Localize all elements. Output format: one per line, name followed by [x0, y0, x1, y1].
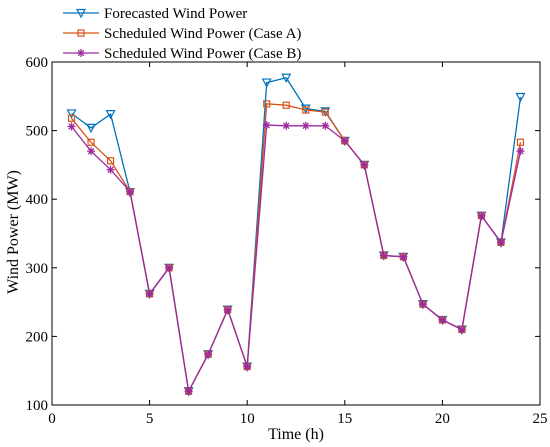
data-point-stroke [243, 363, 251, 370]
plot-frame [51, 61, 541, 406]
data-point-stroke [341, 137, 349, 145]
data-point [86, 123, 97, 134]
series-3 [67, 121, 525, 396]
data-point-stroke [68, 123, 75, 130]
data-point [282, 121, 291, 130]
data-point [281, 73, 292, 84]
data-point-stroke [165, 264, 173, 272]
series-2 [67, 100, 525, 395]
data-point-stroke [517, 147, 524, 155]
data-point [515, 92, 526, 103]
data-point [438, 315, 447, 324]
data-point [126, 187, 135, 196]
data-point [184, 387, 193, 396]
y-tick-label: 400 [26, 192, 49, 208]
data-point [261, 78, 272, 88]
data-point-stroke [458, 326, 466, 333]
data-point [496, 238, 505, 247]
data-point-stroke [282, 122, 290, 130]
data-point [302, 106, 310, 114]
data-point-stroke [361, 161, 368, 169]
data-point-stroke [322, 122, 329, 130]
data-point [399, 252, 408, 261]
y-tick-label: 100 [26, 398, 49, 414]
y-axis-label: Wind Power (MW) [5, 170, 22, 294]
data-point-stroke [77, 49, 85, 57]
data-point [106, 157, 115, 165]
y-tick-label: 200 [26, 329, 49, 345]
x-tick-label: 15 [337, 411, 352, 427]
data-point [77, 49, 85, 57]
data-point-stroke [497, 239, 505, 246]
data-point-stroke [400, 253, 407, 261]
data-point [340, 136, 349, 145]
legend-label: Scheduled Wind Power (Case B) [104, 46, 301, 62]
legend: Forecasted Wind Power Scheduled Wind Powe… [63, 6, 301, 62]
data-point [263, 100, 271, 108]
data-point [87, 147, 96, 156]
x-axis-label: Time (h) [268, 426, 324, 443]
data-point-stroke [146, 290, 153, 298]
data-point [67, 122, 76, 131]
data-point [379, 251, 388, 260]
y-tick-label: 600 [26, 55, 49, 71]
data-point-stroke [380, 252, 388, 259]
data-point [105, 110, 116, 120]
data-point [87, 138, 95, 146]
data-point-stroke [263, 121, 270, 129]
data-point-stroke [126, 188, 134, 195]
x-tick-label: 10 [240, 411, 255, 427]
legend-entry-3: Scheduled Wind Power (Case B) [63, 46, 301, 62]
series-1 [66, 73, 526, 397]
data-point-stroke [302, 122, 310, 130]
data-point-stroke [185, 388, 192, 395]
x-tick-label: 20 [435, 411, 450, 427]
x-tick-label: 0 [48, 411, 56, 427]
data-point [67, 114, 76, 122]
data-point [457, 325, 466, 334]
data-point-stroke [224, 306, 231, 313]
data-point-stroke [107, 166, 114, 173]
x-tick-label: 5 [146, 411, 154, 427]
y-tick-label: 300 [26, 261, 49, 277]
data-point [477, 211, 486, 220]
legend-label: Scheduled Wind Power (Case A) [104, 26, 301, 42]
data-point-stroke [419, 300, 427, 308]
x-axis: 0 5 10 15 20 25 [48, 62, 548, 427]
data-point [360, 160, 369, 169]
data-point [301, 121, 310, 130]
data-point [223, 305, 232, 314]
data-point-stroke [439, 316, 446, 324]
legend-entry-1: Forecasted Wind Power [63, 6, 247, 22]
data-point-stroke [87, 147, 95, 155]
series-line [70, 124, 522, 394]
data-point [145, 289, 154, 298]
series-layer [66, 73, 526, 397]
x-tick-label: 25 [533, 411, 548, 427]
data-point [76, 8, 86, 19]
data-point [204, 350, 213, 359]
data-point-stroke [478, 212, 485, 219]
data-point [418, 300, 427, 309]
data-point [106, 165, 115, 174]
data-point [77, 29, 85, 37]
y-axis: 100 200 300 400 500 600 [26, 55, 540, 414]
data-point [243, 362, 252, 371]
data-point [321, 108, 329, 116]
data-point [282, 101, 290, 109]
data-point-stroke [204, 350, 212, 358]
y-tick-label: 500 [26, 124, 49, 140]
series-line [70, 103, 522, 394]
data-point [262, 121, 271, 130]
data-point [516, 138, 525, 146]
data-point [516, 147, 525, 156]
data-point [165, 263, 174, 272]
data-point [66, 109, 77, 119]
legend-entry-2: Scheduled Wind Power (Case A) [63, 26, 301, 42]
data-point [321, 121, 330, 130]
legend-label: Forecasted Wind Power [104, 6, 247, 22]
